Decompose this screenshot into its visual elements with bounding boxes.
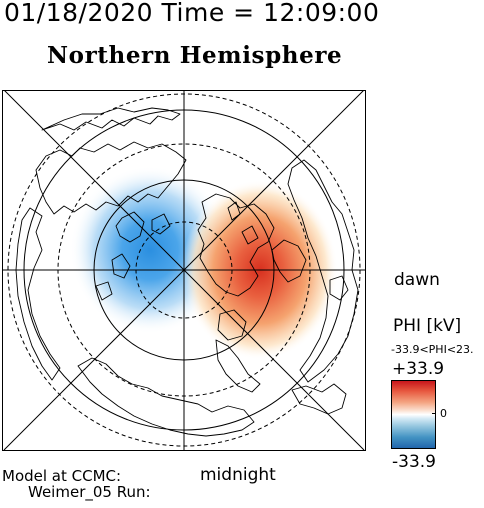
coastlines (15, 107, 359, 437)
dawn-label: dawn (394, 270, 440, 290)
time-label: Time = (161, 0, 255, 27)
map-frame (2, 90, 366, 451)
hemisphere-title: Northern Hemisphere (47, 42, 343, 69)
date-text: 01/18/2020 (4, 0, 154, 27)
time-text: 12:09:00 (263, 0, 380, 27)
colorbar-zero-tick (432, 413, 436, 414)
model-credit-line2: Weimer_05 Run: (28, 483, 151, 501)
colorbar (391, 380, 436, 449)
meridian-lines (2, 90, 366, 451)
colorbar-zero-label: 0 (440, 407, 447, 420)
colorbar-range-text: -33.9<PHI<23. (391, 343, 474, 356)
colorbar-title: PHI [kV] (393, 316, 462, 336)
colorbar-max-label: +33.9 (392, 359, 445, 379)
model-credit-line1: Model at CCMC: (2, 467, 122, 485)
polar-potential-map (2, 90, 366, 451)
colorbar-min-label: -33.9 (392, 452, 436, 472)
midnight-label: midnight (200, 465, 276, 485)
date-time-header: 01/18/2020 Time = 12:09:00 (4, 0, 379, 27)
